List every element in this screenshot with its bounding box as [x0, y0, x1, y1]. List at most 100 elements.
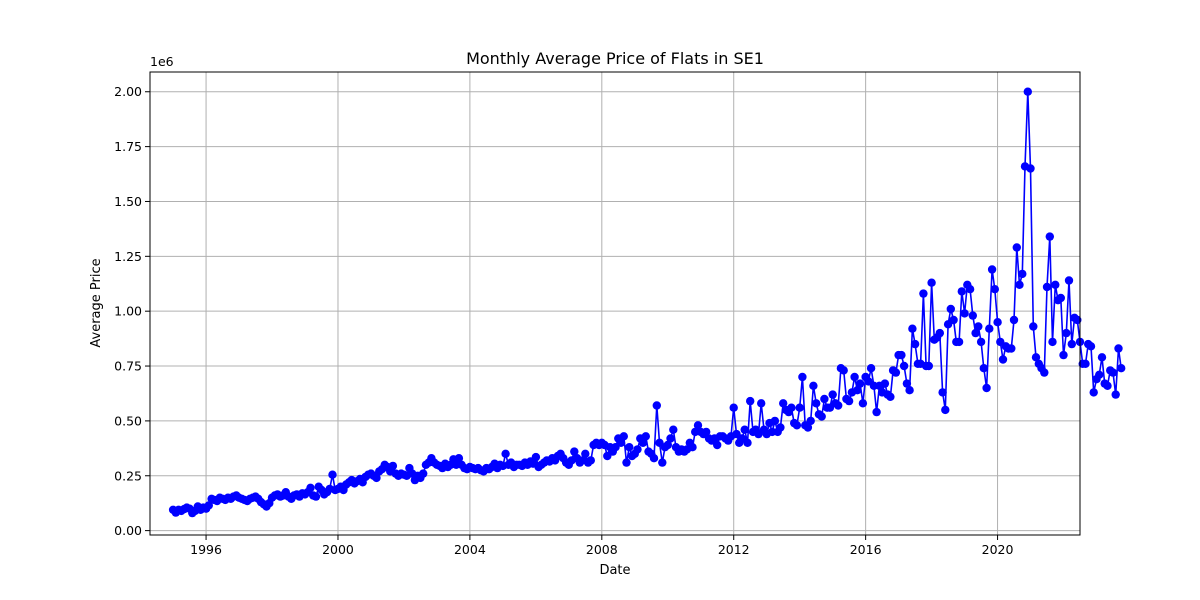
data-point [919, 289, 928, 298]
data-point [740, 425, 749, 434]
data-point [1108, 368, 1118, 377]
data-point [702, 427, 711, 437]
data-point [1023, 87, 1032, 96]
series-line [172, 90, 1122, 514]
grid [150, 72, 1080, 535]
y-tick-label: 1.50 [114, 194, 142, 209]
data-point [388, 461, 398, 471]
data-point [581, 449, 590, 458]
data-point [941, 405, 950, 415]
x-tick-label: 1996 [190, 542, 222, 557]
data-point [1086, 342, 1096, 351]
data-point [1048, 337, 1057, 347]
chart-title: Monthly Average Price of Flats in SE1 [466, 49, 764, 68]
data-point [1114, 344, 1123, 353]
data-point [910, 339, 920, 349]
data-point [1056, 293, 1066, 303]
data-point [858, 399, 868, 408]
data-point [957, 287, 966, 296]
y-tick-label: 1.00 [114, 304, 142, 319]
data-point [872, 407, 881, 417]
x-tick-label: 2020 [982, 542, 1014, 557]
data-point [976, 337, 986, 347]
data-point [853, 386, 862, 395]
data-point [1062, 328, 1071, 338]
data-point [770, 416, 780, 426]
data-point [987, 265, 997, 274]
data-point [688, 443, 697, 452]
data-point [622, 458, 631, 467]
data-point [902, 379, 912, 388]
x-tick-label: 2016 [850, 542, 882, 557]
data-point [1031, 353, 1041, 362]
data-point [641, 432, 650, 441]
data-point [586, 456, 595, 465]
y-tick-label: 0.75 [114, 359, 142, 374]
x-tick-label: 2000 [322, 542, 354, 557]
data-point [652, 401, 661, 410]
data-point [619, 432, 628, 441]
y-tick-label: 0.25 [114, 468, 142, 483]
data-point [924, 361, 933, 371]
data-point [743, 438, 752, 447]
data-point [1051, 280, 1060, 289]
data-point [809, 381, 818, 390]
data-point [968, 311, 977, 320]
data-point [454, 454, 464, 463]
axis-ticks: 1996 2000 2004 2008 2012 2016 2020 0.00 0.25 0.50… [114, 84, 1013, 557]
data-point [949, 315, 958, 325]
data-point [834, 401, 843, 410]
y-tick-label: 1.25 [114, 249, 142, 264]
data-point [954, 337, 964, 347]
data-point [693, 421, 703, 430]
data-point [812, 399, 821, 408]
data-point [960, 309, 969, 318]
x-tick-label: 2008 [586, 542, 618, 557]
data-point [1067, 339, 1077, 349]
data-point [908, 324, 917, 333]
data-point [1064, 276, 1074, 285]
y-tick-label: 0.00 [114, 523, 142, 538]
data-point [990, 285, 999, 294]
data-point [1009, 315, 1019, 325]
data-point [946, 304, 955, 314]
data-point [1045, 232, 1055, 241]
data-point [531, 452, 541, 462]
data-point [616, 438, 626, 447]
data-point [1042, 282, 1052, 292]
data-point [658, 458, 667, 467]
data-point [713, 440, 722, 450]
data-point [372, 473, 381, 483]
data-point [419, 469, 428, 478]
data-point [897, 350, 906, 360]
data-point [798, 372, 807, 382]
plot-frame [149, 71, 1081, 536]
data-point [817, 412, 826, 421]
y-tick-label: 0.50 [114, 413, 142, 428]
data-point [1029, 322, 1038, 331]
data-point [795, 403, 804, 412]
data-point [792, 421, 802, 430]
data-point [1073, 315, 1082, 325]
data-point [935, 328, 944, 338]
data-series [168, 87, 1126, 518]
data-point [1026, 164, 1035, 173]
data-point [806, 416, 815, 426]
data-point [985, 324, 994, 333]
data-point [1117, 364, 1126, 373]
data-point [1007, 344, 1016, 353]
data-point [866, 364, 876, 373]
data-point [776, 423, 785, 432]
data-point [311, 492, 321, 501]
x-tick-label: 2012 [718, 542, 750, 557]
data-point [828, 390, 837, 399]
data-point [1097, 353, 1107, 362]
data-point [965, 285, 975, 294]
data-point [844, 396, 854, 406]
y-tick-label: 1.75 [114, 139, 142, 154]
data-point [982, 383, 991, 393]
data-point [1081, 359, 1090, 368]
data-point [1103, 381, 1112, 390]
data-point [927, 278, 936, 287]
